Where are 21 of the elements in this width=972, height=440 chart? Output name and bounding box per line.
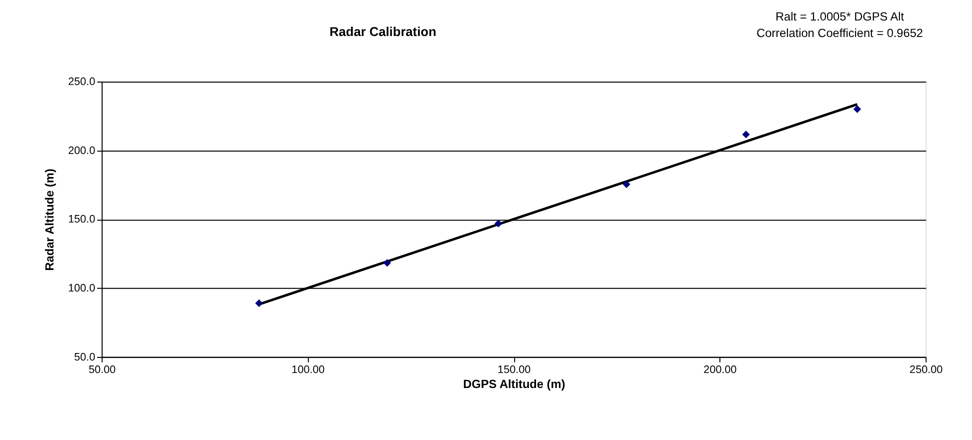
x-tick-label: 200.00 — [704, 364, 737, 376]
y-axis-title: Radar Altitude (m) — [42, 168, 56, 271]
y-tick-label: 250.0 — [68, 76, 96, 88]
y-tick-label: 200.0 — [68, 144, 96, 157]
x-tick-label: 150.00 — [498, 364, 531, 376]
chart-title: Radar Calibration — [329, 24, 436, 40]
y-tick-label: 100.0 — [68, 282, 96, 295]
point — [255, 299, 263, 308]
x-tick-label: 100.00 — [292, 364, 325, 376]
x-tick-label: 250.00 — [910, 364, 943, 376]
x-tick-label: 50.00 — [88, 364, 116, 376]
y-tick-label: 150.0 — [68, 214, 96, 226]
text: Correlation Coefficient = 0.9652 — [756, 26, 924, 40]
point — [742, 130, 750, 138]
text: Ralt = 1.0005* DGPS Alt — [775, 9, 905, 24]
point — [383, 259, 391, 267]
x-axis-title: DGPS Altitude (m) — [463, 377, 566, 391]
point — [622, 180, 630, 188]
point — [494, 220, 502, 228]
point — [853, 105, 862, 113]
y-tick-label: 50.0 — [74, 351, 96, 364]
